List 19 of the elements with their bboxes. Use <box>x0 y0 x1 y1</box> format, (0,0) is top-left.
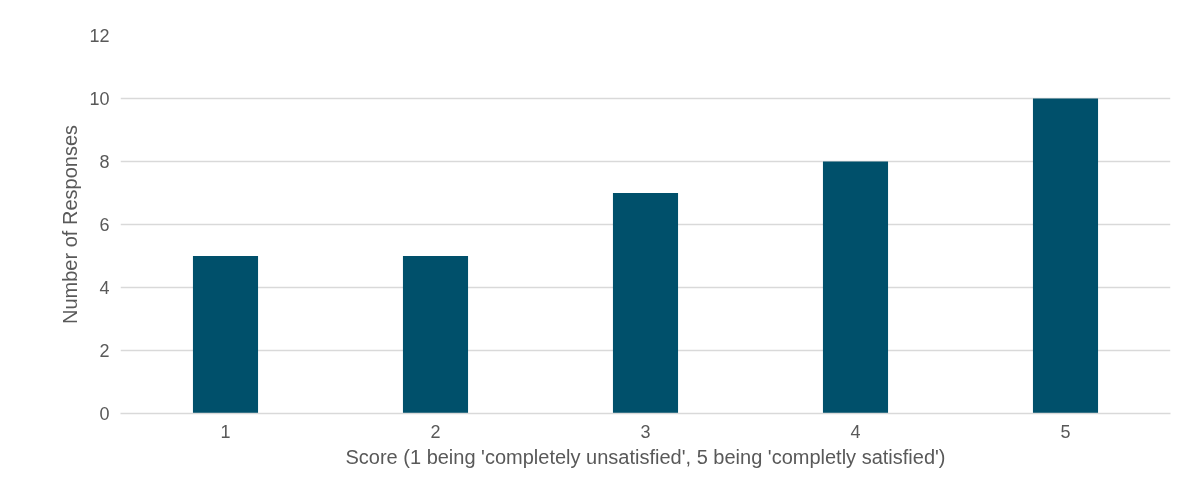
bar <box>402 256 469 414</box>
bar <box>1032 98 1099 414</box>
y-tick-label: 8 <box>99 152 110 172</box>
x-tick-label: 5 <box>1060 421 1071 442</box>
bar <box>192 256 259 414</box>
x-tick-label: 1 <box>220 421 231 442</box>
y-tick-label: 12 <box>89 26 110 46</box>
x-tick-label: 2 <box>430 421 441 442</box>
bar <box>612 193 679 414</box>
y-axis-title: Number of Responses <box>59 125 82 324</box>
y-tick-label: 2 <box>99 341 110 361</box>
x-tick-label: 3 <box>640 421 651 442</box>
y-tick-label: 4 <box>99 278 110 298</box>
x-axis-title: Score (1 being 'completely unsatisfied', 5 being 'completly satisfied') <box>345 445 946 468</box>
y-tick-label: 0 <box>99 404 110 424</box>
bar <box>822 161 889 414</box>
y-tick-label: 10 <box>89 89 110 109</box>
y-tick-label: 6 <box>99 215 110 235</box>
x-tick-label: 4 <box>850 421 861 442</box>
